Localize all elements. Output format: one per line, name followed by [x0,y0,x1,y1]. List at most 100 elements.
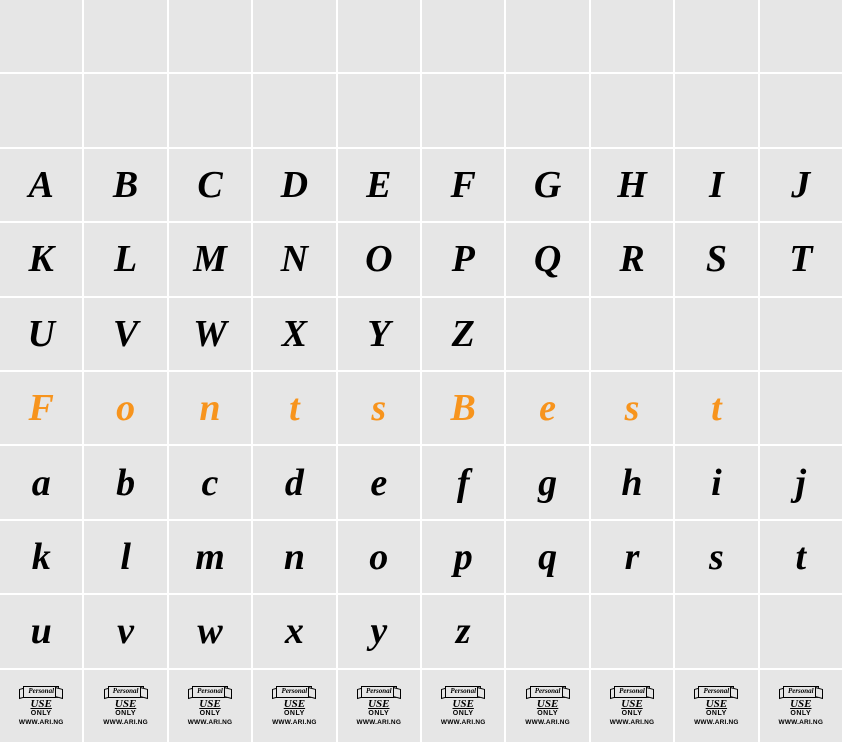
badge-only-text: ONLY [622,710,643,718]
badge-url-text: WWW.ARI.NG [19,719,64,726]
badge-url-text: WWW.ARI.NG [610,719,655,726]
empty-cell [506,298,588,370]
badge-banner-text: Personal [108,686,144,698]
badge-cell: PersonalUSEONLYWWW.ARI.NG [422,670,504,742]
glyph-cell: v [84,595,166,667]
empty-cell [0,74,82,146]
glyph-cell: B [84,149,166,221]
badge-url-text: WWW.ARI.NG [525,719,570,726]
badge-banner: Personal [614,686,650,698]
badge-cell: PersonalUSEONLYWWW.ARI.NG [169,670,251,742]
badge-use-text: USE [706,699,727,710]
badge-only-text: ONLY [115,710,136,718]
badge-banner: Personal [23,686,59,698]
badge-banner: Personal [783,686,819,698]
glyph-cell: n [169,372,251,444]
glyph-cell: j [760,446,842,518]
empty-cell [675,595,757,667]
glyph-cell: t [760,521,842,593]
glyph-cell: K [0,223,82,295]
glyph-cell: O [338,223,420,295]
badge-banner-text: Personal [361,686,397,698]
empty-cell [591,0,673,72]
glyph-cell: q [506,521,588,593]
glyph-cell: W [169,298,251,370]
glyph-cell: y [338,595,420,667]
glyph-cell: N [253,223,335,295]
badge-cell: PersonalUSEONLYWWW.ARI.NG [338,670,420,742]
badge-banner-text: Personal [698,686,734,698]
badge-url-text: WWW.ARI.NG [272,719,317,726]
glyph-cell: T [760,223,842,295]
badge-only-text: ONLY [790,710,811,718]
glyph-cell: w [169,595,251,667]
empty-cell [338,0,420,72]
glyph-cell: h [591,446,673,518]
empty-cell [506,595,588,667]
badge-only-text: ONLY [706,710,727,718]
character-map-grid: ABCDEFGHIJKLMNOPQRSTUVWXYZFontsBestabcde… [0,0,842,742]
empty-cell [591,595,673,667]
empty-cell [675,0,757,72]
badge-only-text: ONLY [368,710,389,718]
glyph-cell: Q [506,223,588,295]
badge-use-text: USE [368,699,389,710]
glyph-cell: g [506,446,588,518]
badge-banner-text: Personal [614,686,650,698]
empty-cell [675,74,757,146]
glyph-cell: F [422,149,504,221]
badge-only-text: ONLY [537,710,558,718]
glyph-cell: k [0,521,82,593]
glyph-cell: c [169,446,251,518]
glyph-cell: U [0,298,82,370]
badge-banner-text: Personal [276,686,312,698]
empty-cell [84,0,166,72]
glyph-cell: f [422,446,504,518]
glyph-cell: P [422,223,504,295]
badge-url-text: WWW.ARI.NG [441,719,486,726]
badge-use-text: USE [452,699,473,710]
badge-cell: PersonalUSEONLYWWW.ARI.NG [506,670,588,742]
empty-cell [760,74,842,146]
glyph-cell: e [338,446,420,518]
badge-banner: Personal [530,686,566,698]
glyph-cell: Y [338,298,420,370]
badge-banner: Personal [361,686,397,698]
glyph-cell: s [675,521,757,593]
badge-banner: Personal [698,686,734,698]
badge-banner-text: Personal [530,686,566,698]
badge-banner-text: Personal [192,686,228,698]
glyph-cell: o [84,372,166,444]
glyph-cell: G [506,149,588,221]
badge-only-text: ONLY [200,710,221,718]
glyph-cell: a [0,446,82,518]
glyph-cell: S [675,223,757,295]
badge-banner: Personal [192,686,228,698]
glyph-cell: J [760,149,842,221]
badge-cell: PersonalUSEONLYWWW.ARI.NG [675,670,757,742]
glyph-cell: B [422,372,504,444]
glyph-cell: p [422,521,504,593]
badge-use-text: USE [284,699,305,710]
glyph-cell: I [675,149,757,221]
glyph-cell: F [0,372,82,444]
badge-cell: PersonalUSEONLYWWW.ARI.NG [760,670,842,742]
glyph-cell: l [84,521,166,593]
badge-use-text: USE [790,699,811,710]
badge-banner-text: Personal [445,686,481,698]
empty-cell [760,0,842,72]
empty-cell [591,74,673,146]
glyph-cell: X [253,298,335,370]
badge-cell: PersonalUSEONLYWWW.ARI.NG [84,670,166,742]
glyph-cell: o [338,521,420,593]
empty-cell [338,74,420,146]
badge-cell: PersonalUSEONLYWWW.ARI.NG [253,670,335,742]
empty-cell [506,74,588,146]
glyph-cell: R [591,223,673,295]
empty-cell [253,0,335,72]
badge-use-text: USE [115,699,136,710]
badge-url-text: WWW.ARI.NG [778,719,823,726]
empty-cell [422,74,504,146]
glyph-cell: M [169,223,251,295]
badge-cell: PersonalUSEONLYWWW.ARI.NG [0,670,82,742]
